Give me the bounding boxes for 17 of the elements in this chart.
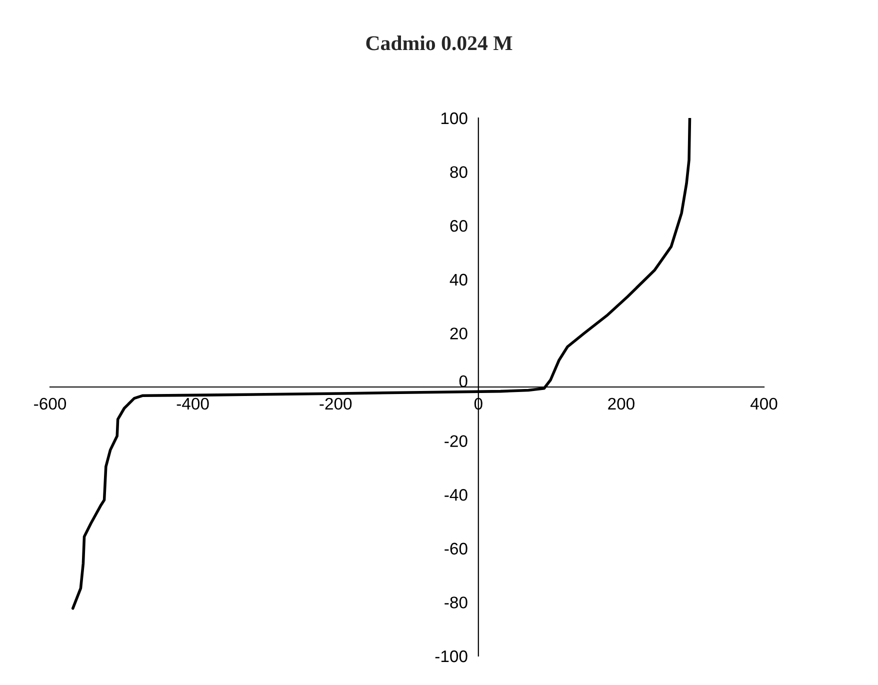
y-tick-label: -60: [444, 542, 468, 555]
x-tick-label: -400: [176, 398, 209, 410]
y-tick-label: -100: [435, 650, 468, 662]
y-tick-label: -40: [444, 489, 468, 501]
x-tick-label: 200: [608, 398, 634, 410]
x-tick-label: -200: [320, 398, 352, 410]
y-tick-label: 80: [450, 166, 468, 178]
y-tick-label: 40: [450, 274, 468, 286]
y-tick-label: 0: [459, 375, 468, 388]
y-tick-label: 20: [450, 328, 468, 340]
x-tick-label: -600: [34, 398, 66, 410]
chart-title: Cadmio 0.024 M: [366, 36, 512, 50]
y-tick-label: -20: [444, 435, 468, 448]
y-tick-label: 100: [441, 112, 468, 124]
y-tick-label: 60: [450, 220, 468, 232]
x-tick-label: 400: [750, 398, 778, 410]
y-tick-label: -80: [444, 596, 468, 608]
